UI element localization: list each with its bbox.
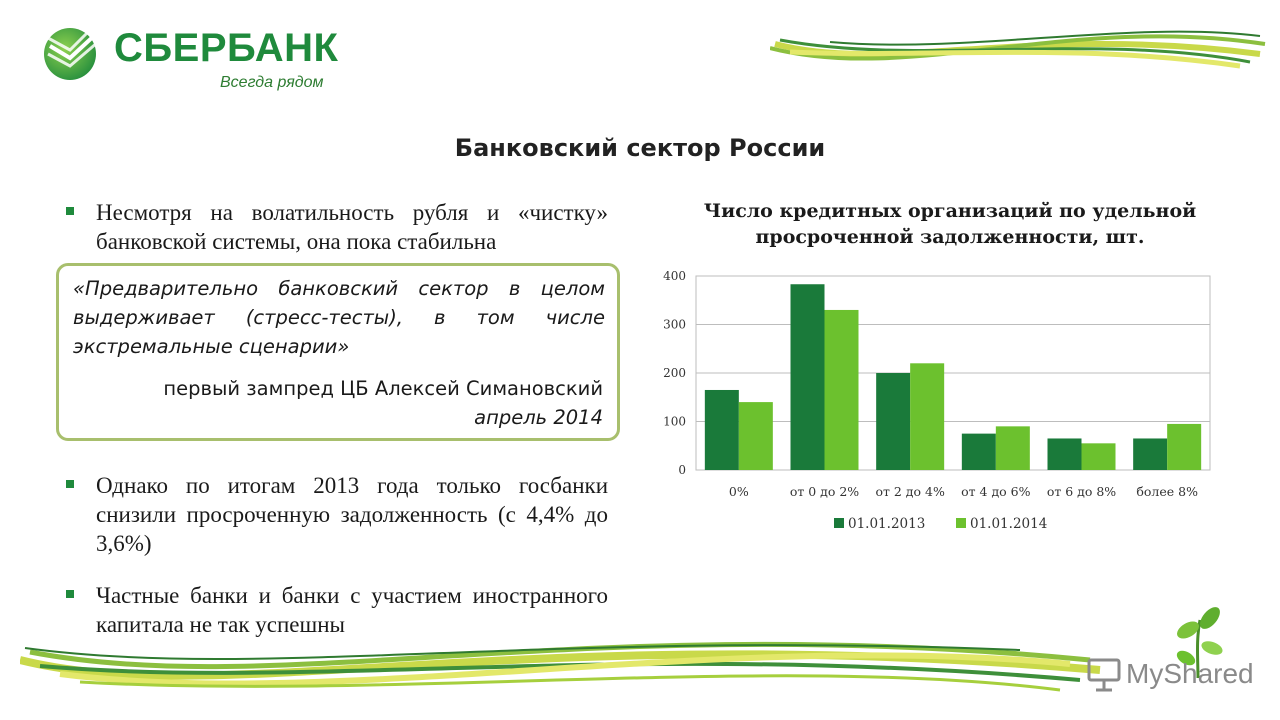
- legend-label: 01.01.2013: [848, 516, 925, 532]
- y-tick-label: 200: [663, 366, 686, 380]
- x-tick-label: от 0 до 2%: [790, 484, 859, 499]
- legend-swatch: [834, 518, 844, 528]
- bullet-item: Несмотря на волатильность рубля и «чистк…: [66, 198, 608, 262]
- decorative-swoosh-top: [770, 30, 1266, 69]
- legend-swatch: [956, 518, 966, 528]
- presentation-icon: [1087, 658, 1121, 692]
- x-tick-label: от 2 до 4%: [875, 484, 944, 499]
- y-tick-label: 300: [663, 318, 686, 332]
- bullet-marker: [66, 590, 74, 598]
- brand-name: СБЕРБАНК: [114, 26, 339, 70]
- sberbank-logo: СБЕРБАНК Всегда рядом: [40, 22, 340, 102]
- bar: [738, 402, 773, 470]
- bar: [1081, 443, 1116, 470]
- watermark-text: MyShared: [1126, 658, 1254, 689]
- chart-title: Число кредитных организаций по удельной …: [703, 200, 1197, 248]
- bar: [876, 373, 911, 470]
- sberbank-logo-icon: [44, 26, 99, 80]
- x-tick-label: от 6 до 8%: [1047, 484, 1116, 499]
- quote-date: апрель 2014: [474, 406, 603, 429]
- decorative-swoosh-bottom: [20, 641, 1101, 692]
- x-tick-label: от 4 до 6%: [961, 484, 1030, 499]
- bar: [995, 426, 1030, 470]
- y-tick-label: 400: [663, 269, 686, 283]
- bar-chart: 0 100 200 300 400 0% от 0 до 2% от 2 до 4% от 4 …: [663, 269, 1211, 532]
- bullet-item: Частные банки и банки с участием иностра…: [66, 581, 608, 639]
- bullet-item: Однако по итогам 2013 года только госбан…: [66, 471, 608, 558]
- brand-tagline: Всегда рядом: [220, 74, 324, 91]
- bar: [704, 389, 739, 470]
- bar: [1047, 438, 1082, 470]
- bullet-text: Частные банки и банки с участием иностра…: [96, 583, 608, 637]
- bar: [824, 309, 859, 470]
- bullet-text: Однако по итогам 2013 года только госбан…: [96, 473, 608, 556]
- bullet-text: Несмотря на волатильность рубля и «чистк…: [96, 200, 608, 254]
- quote-box: «Предварительно банковский сектор в цело…: [56, 263, 620, 441]
- sprout-icon: [1176, 607, 1223, 679]
- bullet-marker: [66, 207, 74, 215]
- bar: [910, 363, 945, 470]
- y-tick-label: 100: [663, 415, 686, 429]
- y-tick-label: 0: [678, 463, 686, 477]
- quote-text: «Предварительно банковский сектор в цело…: [73, 277, 605, 358]
- slide-title: Банковский сектор России: [454, 134, 826, 162]
- legend-label: 01.01.2014: [970, 516, 1047, 532]
- bar: [961, 433, 996, 470]
- bullet-marker: [66, 480, 74, 488]
- x-tick-label: 0%: [729, 484, 749, 499]
- bar: [1167, 423, 1202, 470]
- quote-author: первый зампред ЦБ Алексей Симановский: [163, 377, 603, 400]
- bar: [1133, 438, 1168, 470]
- bar: [790, 284, 825, 470]
- x-tick-label: более 8%: [1136, 484, 1198, 499]
